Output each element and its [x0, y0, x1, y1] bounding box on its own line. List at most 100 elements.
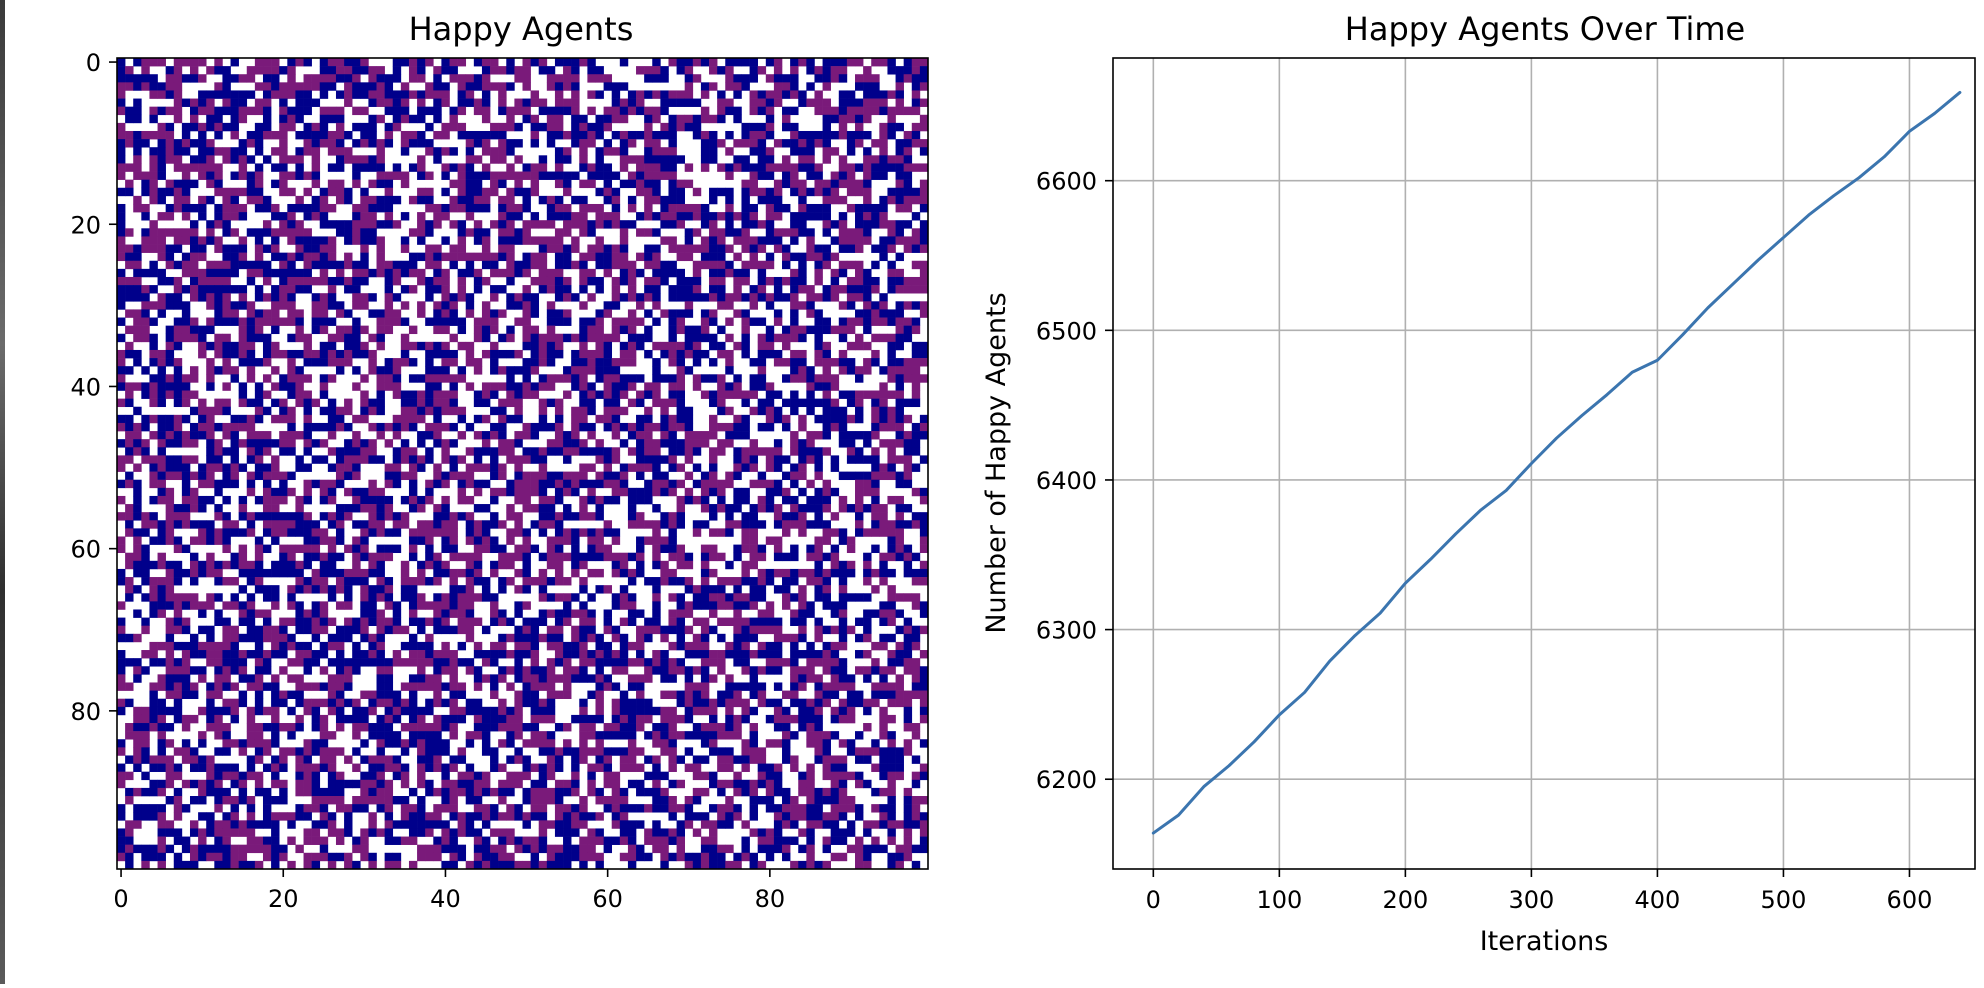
heatmap-cell [481, 114, 491, 124]
heatmap-cell [814, 139, 823, 148]
heatmap-cell [271, 568, 280, 578]
heatmap-cell [919, 98, 929, 107]
heatmap-cell [563, 203, 572, 213]
heatmap-cell [830, 187, 840, 197]
heatmap-cell [506, 58, 515, 67]
heatmap-cell [790, 398, 799, 408]
heatmap-cell [855, 633, 864, 643]
heatmap-cell [676, 203, 685, 213]
heatmap-cell [408, 325, 418, 335]
heatmap-cell [595, 171, 604, 180]
heatmap-cell [709, 479, 718, 489]
heatmap-cell [871, 406, 880, 416]
heatmap-cell [157, 658, 166, 667]
heatmap-cell [684, 163, 694, 172]
heatmap-cell [368, 455, 377, 464]
heatmap-cell [141, 139, 150, 148]
heatmap-cell [149, 220, 158, 229]
heatmap-cell [198, 666, 207, 675]
heatmap-cell [222, 293, 231, 302]
heatmap-cell [895, 179, 904, 189]
heatmap-cell [133, 268, 142, 278]
heatmap-cell [676, 414, 685, 424]
heatmap-cell [506, 479, 515, 489]
heatmap-cell [668, 317, 677, 326]
heatmap-cell [230, 625, 239, 635]
heatmap-cell [838, 179, 848, 189]
heatmap-cell [636, 455, 645, 464]
heatmap-cell [798, 487, 807, 497]
heatmap-cell [441, 406, 450, 416]
heatmap-cell [238, 585, 248, 594]
heatmap-cell [806, 650, 815, 659]
heatmap-cell [855, 406, 864, 416]
heatmap-cell [895, 609, 904, 618]
heatmap-cell [692, 439, 702, 448]
heatmap-cell [903, 187, 913, 197]
heatmap-cell [319, 406, 329, 416]
heatmap-cell [344, 325, 353, 335]
heatmap-cell [433, 512, 442, 521]
heatmap-cell [652, 171, 661, 180]
heatmap-cell [254, 455, 264, 464]
heatmap-cell [384, 260, 394, 270]
heatmap-cell [360, 544, 369, 554]
heatmap-cell [335, 66, 345, 75]
heatmap-cell [295, 528, 304, 537]
heatmap-cell [522, 203, 531, 213]
heatmap-cell [741, 276, 750, 286]
heatmap-cell [863, 366, 872, 375]
heatmap-cell [684, 414, 694, 424]
heatmap-cell [214, 90, 223, 99]
heatmap-cell [433, 658, 442, 667]
heatmap-cell [603, 528, 613, 537]
heatmap-cell [271, 325, 280, 335]
heatmap-cell [279, 560, 288, 570]
heatmap-cell [271, 471, 280, 481]
heatmap-cell [822, 520, 831, 529]
heatmap-cell [481, 585, 491, 594]
heatmap-cell [490, 66, 499, 75]
heatmap-cell [311, 203, 321, 213]
heatmap-cell [709, 422, 718, 432]
heatmap-cell [571, 625, 580, 635]
heatmap-cell [863, 220, 872, 229]
heatmap-cell [344, 195, 353, 205]
heatmap-cell [619, 358, 629, 367]
heatmap-cell [627, 285, 637, 294]
heatmap-cell [271, 601, 280, 610]
heatmap-cell [165, 179, 175, 189]
heatmap-cell [376, 390, 385, 399]
heatmap-cell [676, 439, 685, 448]
heatmap-cell [222, 625, 231, 635]
heatmap-cell [887, 414, 896, 424]
heatmap-cell [911, 658, 921, 667]
heatmap-cell [198, 406, 207, 416]
heatmap-cell [376, 625, 385, 635]
heatmap-cell [457, 617, 467, 626]
heatmap-cell [222, 674, 231, 683]
heatmap-cell [725, 528, 734, 537]
heatmap-cell [749, 317, 758, 326]
heatmap-cell [392, 66, 402, 75]
heatmap-cell [733, 309, 742, 318]
heatmap-cell [733, 252, 742, 262]
heatmap-cell [692, 98, 702, 107]
heatmap-cell [214, 422, 223, 432]
heatmap-cell [417, 439, 426, 448]
heatmap-cell [230, 601, 239, 610]
heatmap-cell [733, 585, 742, 594]
heatmap-cell [384, 463, 394, 472]
heatmap-cell [538, 406, 548, 416]
heatmap-cell [271, 536, 280, 545]
heatmap-cell [725, 333, 734, 343]
heatmap-cell [627, 568, 637, 578]
heatmap-cell [652, 398, 661, 408]
heatmap-cell [757, 447, 767, 456]
heatmap-cell [538, 447, 548, 456]
heatmap-cell [335, 414, 345, 424]
heatmap-cell [319, 585, 329, 594]
heatmap-cell [441, 122, 450, 132]
heatmap-cell [692, 244, 702, 253]
heatmap-cell [327, 106, 337, 116]
